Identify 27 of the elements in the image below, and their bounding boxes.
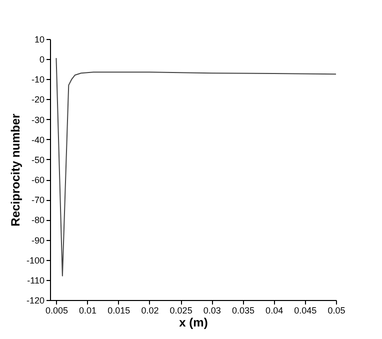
x-tick-label: 0.01 bbox=[79, 306, 97, 316]
y-tick-label: -50 bbox=[31, 154, 44, 165]
y-tick-label: -60 bbox=[31, 175, 44, 186]
x-tick-label: 0.025 bbox=[170, 306, 192, 316]
y-tick-label: 10 bbox=[34, 34, 44, 44]
y-tick-label: -80 bbox=[31, 215, 44, 226]
y-tick-label: -70 bbox=[31, 195, 44, 206]
y-tick-label: -90 bbox=[31, 235, 44, 246]
y-tick-label: -20 bbox=[31, 94, 44, 105]
line-series bbox=[56, 58, 336, 276]
x-tick-label: 0.035 bbox=[232, 306, 255, 316]
y-tick-label: -100 bbox=[26, 255, 44, 266]
x-axis-title: x (m) bbox=[179, 316, 208, 330]
x-tick-label: 0.03 bbox=[203, 306, 221, 316]
x-tick-label: 0.04 bbox=[266, 306, 284, 316]
y-tick-label: -120 bbox=[26, 296, 44, 306]
x-tick-label: 0.015 bbox=[108, 306, 130, 316]
y-tick-label: 0 bbox=[39, 54, 44, 65]
y-tick-label: -110 bbox=[27, 275, 44, 286]
y-tick-label: -10 bbox=[31, 74, 44, 85]
x-tick-label: 0.045 bbox=[294, 306, 317, 316]
y-tick-label: -30 bbox=[31, 114, 44, 125]
y-tick-label: -40 bbox=[31, 134, 44, 145]
x-tick-label: 0.005 bbox=[45, 306, 68, 316]
x-tick-label: 0.02 bbox=[141, 306, 159, 316]
y-axis-title: Reciprocity number bbox=[8, 113, 22, 226]
x-tick-label: 0.05 bbox=[328, 306, 346, 316]
